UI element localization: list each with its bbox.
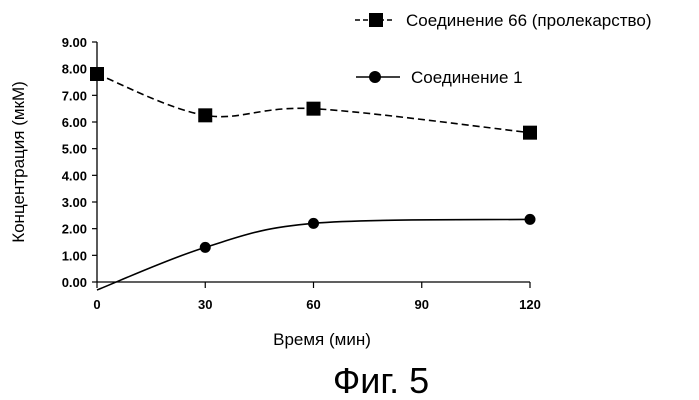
y-tick-label: 7.00: [62, 88, 87, 103]
legend-marker-square: [369, 13, 383, 27]
y-tick-label: 5.00: [62, 142, 87, 157]
figure-caption: Фиг. 5: [333, 360, 429, 400]
series-1-line: [96, 73, 531, 134]
series-layer: [90, 67, 537, 291]
legend-marker-circle: [369, 71, 381, 83]
series-1-point: [523, 125, 537, 140]
x-tick-label: 120: [519, 297, 541, 312]
y-tick-label: 4.00: [62, 168, 87, 183]
series-2-line: [96, 218, 531, 291]
y-tick-label: 6.00: [62, 115, 87, 130]
x-tick-label: 90: [415, 297, 429, 312]
y-tick-label: 9.00: [62, 35, 87, 50]
y-tick-label: 1.00: [62, 248, 87, 263]
legend: Соединение 66 (пролекарство) Соединение …: [355, 11, 652, 87]
legend-item-series-2: Соединение 1: [356, 68, 523, 87]
series-2-point: [199, 241, 211, 253]
y-ticks: 0.00 1.00 2.00 3.00 4.00 5.00 6.00 7.00 8.00 9.00: [62, 35, 97, 290]
series-2-point: [308, 217, 319, 229]
y-tick-label: 2.00: [62, 222, 87, 237]
series-1-point: [198, 108, 213, 123]
x-tick-label: 30: [198, 297, 212, 312]
x-ticks: 0 30 60 90 120: [93, 282, 541, 312]
legend-label-series-2: Соединение 1: [411, 68, 523, 87]
legend-item-series-1: Соединение 66 (пролекарство): [355, 11, 652, 30]
y-axis-label: Концентрация (мкМ): [9, 81, 28, 243]
y-tick-label: 3.00: [62, 195, 87, 210]
series-1-point: [90, 67, 104, 81]
y-tick-label: 0.00: [62, 275, 87, 290]
series-1-point: [306, 101, 321, 116]
legend-label-series-1: Соединение 66 (пролекарство): [406, 11, 652, 30]
axes: 0.00 1.00 2.00 3.00 4.00 5.00 6.00 7.00 8.00 9.00…: [62, 35, 541, 312]
x-tick-label: 60: [306, 297, 320, 312]
x-tick-label: 0: [93, 297, 100, 312]
x-axis-label: Время (мин): [273, 330, 371, 349]
y-tick-label: 8.00: [62, 62, 87, 77]
series-2-point: [524, 213, 536, 225]
